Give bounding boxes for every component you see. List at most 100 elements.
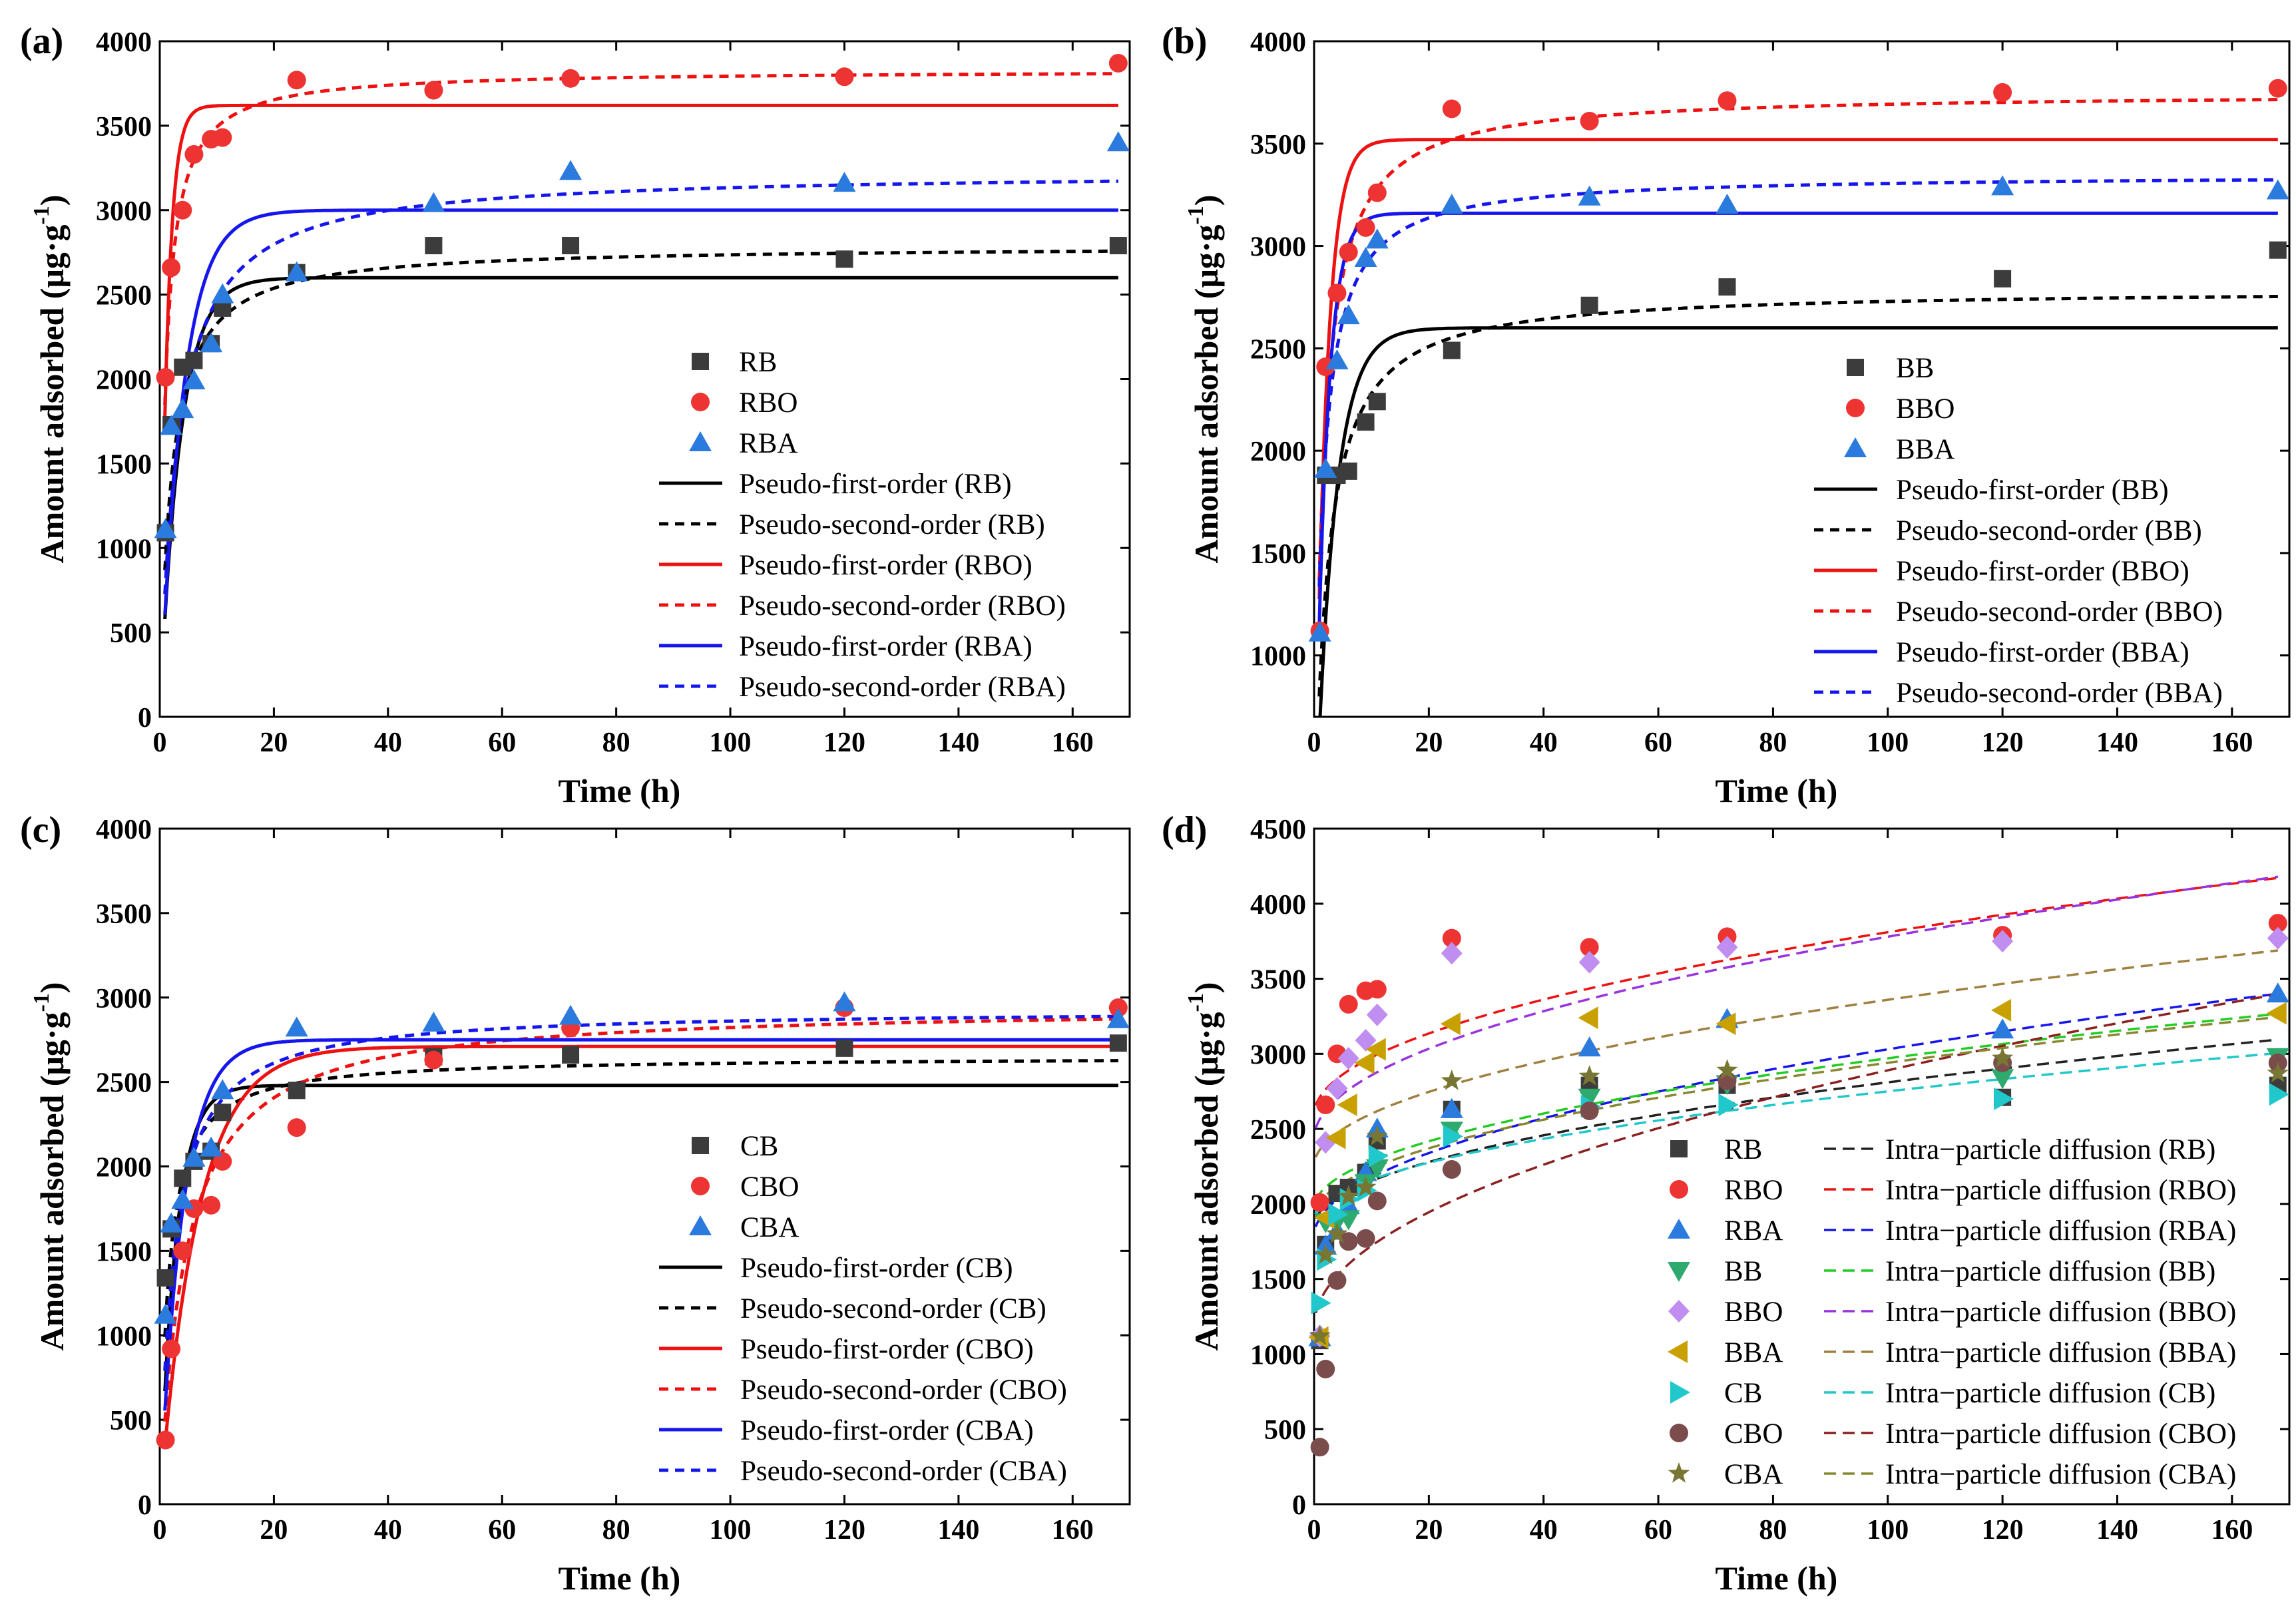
panel-c-y-tick-label: 1500 bbox=[96, 1237, 152, 1267]
panel-a-legend-label-pseudo-second-order-rb: Pseudo-second-order (RB) bbox=[739, 509, 1045, 540]
panel-b-x-tick-label: 20 bbox=[1415, 727, 1443, 758]
panel-c-x-axis-title: Time (h) bbox=[559, 1559, 681, 1597]
panel-c-point-cba bbox=[1106, 1008, 1130, 1028]
panel-c-y-tick-label: 2000 bbox=[96, 1153, 152, 1183]
panel-d-point-rbo bbox=[2268, 914, 2287, 933]
panel-c-point-cba bbox=[154, 1303, 177, 1324]
panel-d-point-bba bbox=[1365, 1038, 1386, 1061]
panel-d-point-bbo bbox=[1326, 1077, 1348, 1100]
panel-a-legend-label-pseudo-first-order-rbo: Pseudo-first-order (RBO) bbox=[739, 550, 1033, 581]
panel-b-curve-pseudo-second-order-bbo bbox=[1317, 98, 2278, 580]
panel-c-legend-label-cb: CB bbox=[740, 1131, 778, 1162]
panel-d-point-bba bbox=[1716, 1012, 1736, 1036]
panel-b-point-bba bbox=[1308, 621, 1331, 642]
panel-a-y-tick-label: 500 bbox=[110, 618, 152, 649]
panel-c-point-cbo bbox=[287, 1118, 306, 1137]
panel-b-point-bb bbox=[1368, 393, 1386, 411]
panel-d-point-cbo bbox=[1367, 1191, 1387, 1211]
panel-d-y-tick-label: 1000 bbox=[1250, 1340, 1306, 1370]
panel-c: (c) 0 20 40 60 80 100 120 140 160 0 500 1000 1500 2000… bbox=[20, 809, 1131, 1597]
panel-a: (a) 0 20 40 60 80 100 120 140 160 0 500 1000 1500 2000… bbox=[20, 21, 1131, 809]
panel-d-legend-label-cbo: CBO bbox=[1724, 1418, 1783, 1450]
panel-d-legend-marker-rba bbox=[1668, 1219, 1690, 1239]
panel-d-y-axis-title: Amount adsorbed (μg·g-1) bbox=[1184, 982, 1225, 1351]
panel-d-point-cba bbox=[1309, 1324, 1331, 1346]
panel-b-legend-label-pseudo-second-order-bbo: Pseudo-second-order (BBO) bbox=[1896, 596, 2223, 628]
panel-b-point-bbo bbox=[1993, 83, 2012, 102]
panel-c-point-cbo bbox=[173, 1241, 192, 1261]
panel-b-curve-pseudo-first-order-bb bbox=[1318, 326, 2278, 717]
panel-c-legend-label-pseudo-first-order-cbo: Pseudo-first-order (CBO) bbox=[740, 1334, 1034, 1365]
panel-c-point-cba bbox=[422, 1011, 445, 1032]
panel-d-point-cba bbox=[1355, 1176, 1377, 1197]
panel-d-tag: (d) bbox=[1162, 809, 1207, 851]
panel-b-point-bbo bbox=[2268, 79, 2287, 98]
panel-a-point-rbo bbox=[561, 69, 580, 88]
panel-d-point-cbo bbox=[1580, 1102, 1599, 1121]
panel-d-point-rbo bbox=[1367, 980, 1387, 999]
panel-d-legend-label-intra-particle-diffusion-bb: Intra−particle diffusion (BB) bbox=[1885, 1256, 2215, 1287]
panel-d-x-tick-label: 140 bbox=[2096, 1515, 2138, 1545]
panel-d-point-cbo bbox=[1316, 1360, 1335, 1378]
panel-a-y-tick-label: 0 bbox=[138, 703, 152, 733]
panel-c-y-tick-label: 4000 bbox=[96, 815, 152, 845]
panel-c-x-tick-label: 140 bbox=[937, 1515, 979, 1545]
panel-a-curve-pseudo-second-order-rbo bbox=[163, 72, 1118, 405]
panel-d-legend-marker-cba bbox=[1668, 1462, 1690, 1483]
panel-a-point-rba bbox=[211, 283, 234, 304]
panel-d-x-tick-label: 120 bbox=[1982, 1515, 2024, 1545]
panel-b: (b) 0 20 40 60 80 100 120 140 160 1000 1500 2000 2500… bbox=[1162, 21, 2291, 809]
panel-a-tag: (a) bbox=[20, 21, 63, 62]
panel-b-point-bba bbox=[1354, 247, 1377, 268]
panel-b-legend-marker-bb bbox=[1847, 359, 1864, 376]
panel-d-legend-label-intra-particle-diffusion-cba: Intra−particle diffusion (CBA) bbox=[1885, 1459, 2236, 1490]
panel-b-legend-label-pseudo-second-order-bb: Pseudo-second-order (BB) bbox=[1896, 515, 2202, 546]
panel-c-point-cb bbox=[214, 1104, 232, 1121]
panel-d-legend-label-cb: CB bbox=[1724, 1378, 1762, 1409]
panel-b-point-bbo bbox=[1339, 242, 1358, 262]
panel-d-x-tick-label: 100 bbox=[1867, 1515, 1909, 1545]
panel-d-x-tick-label: 0 bbox=[1307, 1515, 1321, 1545]
panel-d-point-cbo bbox=[1327, 1271, 1347, 1290]
panel-d-legend-label-intra-particle-diffusion-bba: Intra−particle diffusion (BBA) bbox=[1885, 1337, 2236, 1368]
panel-b-y-axis-title: Amount adsorbed (μg·g-1) bbox=[1184, 195, 1225, 564]
panel-a-legend-marker-rba bbox=[689, 431, 712, 451]
panel-c-legend-marker-cbo bbox=[691, 1177, 710, 1195]
panel-a-x-tick-label: 140 bbox=[937, 727, 979, 758]
panel-d-point-bbo bbox=[1716, 936, 1738, 959]
panel-c-point-cba bbox=[211, 1079, 234, 1100]
panel-a-point-rba bbox=[154, 518, 177, 538]
panel-d-point-cba bbox=[1366, 1125, 1388, 1146]
panel-d-legend-marker-rbo bbox=[1670, 1180, 1688, 1199]
panel-d-point-cb bbox=[1994, 1088, 2014, 1110]
panel-d-legend-marker-cb bbox=[1670, 1381, 1690, 1404]
panel-c-x-tick-label: 120 bbox=[823, 1515, 865, 1545]
panel-b-curve-pseudo-first-order-bbo bbox=[1317, 138, 2278, 599]
panel-d-point-cba bbox=[1441, 1069, 1463, 1090]
panel-d-legend-label-bba: BBA bbox=[1724, 1337, 1783, 1368]
panel-c-x-tick-label: 100 bbox=[710, 1515, 752, 1545]
panel-a-legend-marker-rb bbox=[692, 353, 709, 370]
panel-c-point-cbo bbox=[202, 1195, 221, 1215]
panel-d-point-rbo bbox=[1339, 994, 1358, 1014]
panel-b-x-tick-label: 160 bbox=[2211, 727, 2253, 758]
panel-a-data-points bbox=[154, 53, 1130, 542]
panel-d-point-bba bbox=[1325, 1126, 1346, 1149]
panel-b-x-tick-label: 0 bbox=[1307, 727, 1321, 758]
panel-d-point-bba bbox=[1440, 1012, 1461, 1036]
panel-b-y-tick-label: 3000 bbox=[1250, 232, 1306, 263]
panel-c-x-tick-label: 20 bbox=[260, 1515, 288, 1545]
panel-c-y-tick-label: 500 bbox=[110, 1406, 152, 1436]
panel-d-point-bba bbox=[1991, 998, 2012, 1022]
panel-c-legend-label-pseudo-first-order-cba: Pseudo-first-order (CBA) bbox=[740, 1415, 1034, 1446]
panel-a-point-rb bbox=[1109, 237, 1127, 255]
panel-a-point-rba bbox=[833, 172, 856, 192]
panel-c-point-cbo bbox=[1108, 998, 1128, 1017]
panel-c-x-tick-label: 80 bbox=[602, 1515, 630, 1545]
panel-d-legend-label-intra-particle-diffusion-cb: Intra−particle diffusion (CB) bbox=[1885, 1378, 2215, 1409]
panel-a-legend-label-rb: RB bbox=[739, 347, 777, 378]
panel-b-y-tick-label: 2500 bbox=[1250, 334, 1306, 365]
panel-a-y-tick-label: 1500 bbox=[96, 449, 152, 480]
panel-a-curve-pseudo-first-order-rb bbox=[163, 276, 1118, 619]
panel-c-point-cb bbox=[288, 1082, 306, 1100]
